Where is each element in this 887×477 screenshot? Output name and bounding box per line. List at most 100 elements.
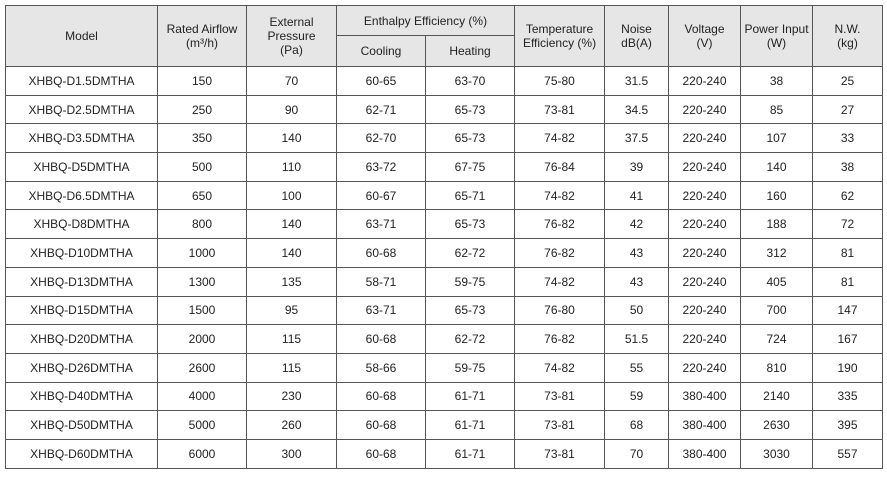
table-cell: 74-82 bbox=[514, 180, 606, 211]
table-cell: 73-81 bbox=[514, 94, 606, 125]
table-row: XHBQ-D13DMTHA 1300 135 58-71 59-75 74-82 43 220… bbox=[5, 266, 884, 297]
table-cell: 380-400 bbox=[668, 381, 742, 412]
table-cell: XHBQ-D8DMTHA bbox=[5, 209, 158, 240]
table-cell: 220-240 bbox=[668, 266, 742, 297]
header-cell: Temperature Efficiency (%) bbox=[514, 5, 606, 67]
header-text: dB(A) bbox=[621, 36, 652, 50]
table-cell: 81 bbox=[812, 266, 884, 297]
header-text: Cooling bbox=[360, 44, 402, 58]
table-cell: 60-68 bbox=[336, 324, 426, 354]
table-cell: 220-240 bbox=[668, 94, 742, 125]
table-cell: 140 bbox=[246, 238, 337, 268]
table-cell: 73-81 bbox=[514, 410, 606, 440]
table-cell: 110 bbox=[246, 152, 337, 182]
table-cell: 61-71 bbox=[424, 438, 516, 469]
header-text: Noise bbox=[621, 22, 652, 36]
table-cell: 147 bbox=[812, 295, 884, 326]
table-cell: 115 bbox=[246, 352, 337, 383]
table-cell: 63-71 bbox=[336, 209, 426, 240]
table-cell: 59 bbox=[604, 381, 670, 412]
table-cell: 160 bbox=[740, 180, 814, 211]
table-cell: 73-81 bbox=[514, 381, 606, 412]
table-cell: 60-68 bbox=[336, 238, 426, 268]
table-cell: 76-82 bbox=[514, 324, 606, 354]
table-cell: 300 bbox=[246, 438, 337, 469]
table-row: XHBQ-D40DMTHA 4000 230 60-68 61-71 73-81 59 380… bbox=[5, 381, 884, 412]
table-cell: 76-82 bbox=[514, 238, 606, 268]
table-cell: 41 bbox=[604, 180, 670, 211]
table-cell: 380-400 bbox=[668, 410, 742, 440]
header-text: Power Input bbox=[744, 22, 809, 36]
table-cell: 5000 bbox=[157, 410, 247, 440]
table-cell: 62-72 bbox=[424, 324, 516, 354]
table-cell: 58-66 bbox=[336, 352, 426, 383]
header-text: Efficiency (%) bbox=[522, 36, 597, 50]
table-cell: 140 bbox=[740, 152, 814, 182]
header-text: Rated Airflow bbox=[166, 22, 238, 36]
spec-table: Model Rated Airflow (m³/h) External Pressu… bbox=[5, 5, 884, 469]
table-cell: 60-68 bbox=[336, 381, 426, 412]
table-cell: 65-73 bbox=[424, 295, 516, 326]
header-text: External bbox=[269, 15, 314, 29]
header-cell: Enthalpy Efficiency (%) bbox=[335, 5, 516, 36]
header-cell: Cooling bbox=[336, 35, 426, 67]
header-text: Enthalpy Efficiency (%) bbox=[363, 13, 488, 28]
table-cell: 60-67 bbox=[336, 180, 426, 211]
table-cell: 74-82 bbox=[514, 123, 606, 154]
table-cell: 76-82 bbox=[514, 209, 606, 240]
table-cell: 31.5 bbox=[604, 66, 670, 96]
table-cell: 6000 bbox=[157, 438, 247, 469]
table-cell: 500 bbox=[157, 152, 247, 182]
table-cell: 76-84 bbox=[514, 152, 606, 182]
table-cell: 74-82 bbox=[514, 352, 606, 383]
table-cell: 650 bbox=[157, 180, 247, 211]
table-cell: 220-240 bbox=[668, 238, 742, 268]
table-cell: 800 bbox=[157, 209, 247, 240]
table-cell: 59-75 bbox=[424, 266, 516, 297]
header-text: (Pa) bbox=[280, 43, 303, 57]
table-cell: 60-68 bbox=[336, 438, 426, 469]
table-cell: XHBQ-D1.5DMTHA bbox=[5, 66, 158, 96]
table-cell: 220-240 bbox=[668, 209, 742, 240]
table-cell: 63-71 bbox=[336, 295, 426, 326]
table-row: XHBQ-D8DMTHA 800 140 63-71 65-73 76-82 42 220-2… bbox=[5, 209, 884, 240]
table-cell: 43 bbox=[604, 238, 670, 268]
header-text: Pressure bbox=[267, 29, 316, 43]
header-cell: N.W. (kg) bbox=[812, 5, 884, 67]
table-cell: 60-65 bbox=[336, 66, 426, 96]
table-cell: XHBQ-D13DMTHA bbox=[5, 266, 158, 297]
table-row: XHBQ-D50DMTHA 5000 260 60-68 61-71 73-81 68 380… bbox=[5, 410, 884, 440]
table-cell: 42 bbox=[604, 209, 670, 240]
table-cell: 37.5 bbox=[604, 123, 670, 154]
table-cell: 50 bbox=[604, 295, 670, 326]
header-text: (m³/h) bbox=[186, 36, 218, 50]
header-text: (kg) bbox=[837, 36, 858, 50]
table-row: XHBQ-D20DMTHA 2000 115 60-68 62-72 76-82 51.5 2… bbox=[5, 324, 884, 354]
table-cell: 2000 bbox=[157, 324, 247, 354]
table-cell: 62-70 bbox=[336, 123, 426, 154]
table-cell: 140 bbox=[246, 209, 337, 240]
table-cell: 25 bbox=[812, 66, 884, 96]
table-cell: 260 bbox=[246, 410, 337, 440]
table-cell: 39 bbox=[604, 152, 670, 182]
table-cell: 188 bbox=[740, 209, 814, 240]
table-cell: 1300 bbox=[157, 266, 247, 297]
table-cell: 220-240 bbox=[668, 352, 742, 383]
table-cell: 60-68 bbox=[336, 410, 426, 440]
table-cell: 38 bbox=[740, 66, 814, 96]
table-cell: 61-71 bbox=[424, 381, 516, 412]
table-cell: 335 bbox=[812, 381, 884, 412]
table-cell: 95 bbox=[246, 295, 337, 326]
table-cell: 167 bbox=[812, 324, 884, 354]
header-cell: Noise dB(A) bbox=[604, 5, 670, 67]
table-cell: 55 bbox=[604, 352, 670, 383]
table-cell: 405 bbox=[740, 266, 814, 297]
table-cell: 3030 bbox=[740, 438, 814, 469]
table-cell: 4000 bbox=[157, 381, 247, 412]
table-cell: 58-71 bbox=[336, 266, 426, 297]
table-cell: XHBQ-D6.5DMTHA bbox=[5, 180, 158, 211]
table-row: XHBQ-D3.5DMTHA 350 140 62-70 65-73 74-82 37.5 2… bbox=[5, 123, 884, 154]
header-text: Model bbox=[65, 29, 98, 43]
table-row: XHBQ-D1.5DMTHA 150 70 60-65 63-70 75-80 31.5 22… bbox=[5, 66, 884, 96]
table-cell: XHBQ-D40DMTHA bbox=[5, 381, 158, 412]
